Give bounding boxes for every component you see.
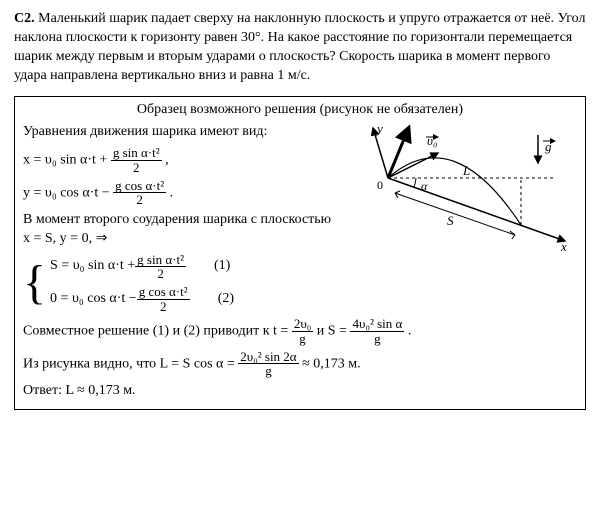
solution-title: Образец возможного решения (рисунок не о… [23, 101, 577, 120]
sys2-den: 2 [137, 300, 190, 314]
sys1-lhs: S = υ₀ sin α·t + [50, 257, 135, 276]
sys2-lhs: 0 = υ₀ cos α·t − [50, 290, 137, 309]
moment-text: В момент второго соударения шарика с пло… [23, 211, 333, 249]
sys1-tag: (1) [214, 257, 230, 276]
eq-x-lhs: x = υ₀ sin α·t + [23, 153, 111, 168]
sys1-num: g sin α·t² [135, 253, 186, 268]
joint-s-num: 4υ₀² sin α [350, 317, 404, 332]
diagram-origin-label: 0 [377, 178, 383, 192]
eq-y-lhs: y = υ₀ cos α·t − [23, 185, 113, 200]
equation-x: x = υ₀ sin α·t + g sin α·t²2 , [23, 146, 333, 174]
system-eq-2: 0 = υ₀ cos α·t − g cos α·t²2 (2) [50, 285, 234, 313]
sys2-tag: (2) [218, 290, 234, 309]
problem-label: С2. [14, 11, 35, 26]
eq-y-num: g cos α·t² [113, 179, 166, 194]
final-a: Из рисунка видно, что L = S cos α = [23, 356, 238, 371]
joint-t-den: g [292, 332, 313, 346]
diagram-L-label: L [462, 163, 470, 178]
joint-s-den: g [350, 332, 404, 346]
diagram-S-label: S [447, 213, 454, 228]
final-num: 2υ₀² sin 2α [238, 350, 298, 365]
sys1-den: 2 [135, 267, 186, 281]
final-line: Из рисунка видно, что L = S cos α = 2υ₀²… [23, 350, 577, 378]
diagram-alpha-label: α [421, 179, 428, 193]
system-eq-1: S = υ₀ sin α·t + g sin α·t²2 (1) [50, 253, 234, 281]
final-tail: ≈ 0,173 м. [299, 356, 361, 371]
solution-body: y υ₀ g 0 x [23, 123, 577, 400]
eq-x-num: g sin α·t² [111, 146, 162, 161]
joint-tail: . [404, 324, 411, 339]
physics-diagram: y υ₀ g 0 x [343, 123, 573, 253]
diagram-x-label: x [560, 239, 567, 253]
joint-t-num: 2υ₀ [292, 317, 313, 332]
joint-solution-line: Совместное решение (1) и (2) приводит к … [23, 317, 577, 345]
eq-y-den: 2 [113, 193, 166, 207]
joint-a: Совместное решение (1) и (2) приводит к … [23, 324, 292, 339]
eq-x-den: 2 [111, 161, 162, 175]
final-den: g [238, 364, 298, 378]
eq-y-tail: . [166, 185, 173, 200]
solution-box: Образец возможного решения (рисунок не о… [14, 96, 586, 410]
joint-mid: и S = [313, 324, 350, 339]
diagram-v0-label: υ₀ [427, 133, 438, 148]
answer-line: Ответ: L ≈ 0,173 м. [23, 382, 577, 401]
sys2-num: g cos α·t² [137, 285, 190, 300]
diagram-y-label: y [375, 123, 383, 136]
problem-statement: С2. Маленький шарик падает сверху на нак… [14, 10, 586, 86]
problem-body: Маленький шарик падает сверху на наклонн… [14, 11, 586, 83]
equations-intro: Уравнения движения шарика имеют вид: [23, 123, 333, 142]
eq-x-tail: , [162, 153, 169, 168]
equation-y: y = υ₀ cos α·t − g cos α·t²2 . [23, 179, 333, 207]
equation-system: { S = υ₀ sin α·t + g sin α·t²2 (1) 0 = υ… [23, 253, 577, 314]
system-brace: { [23, 259, 46, 307]
